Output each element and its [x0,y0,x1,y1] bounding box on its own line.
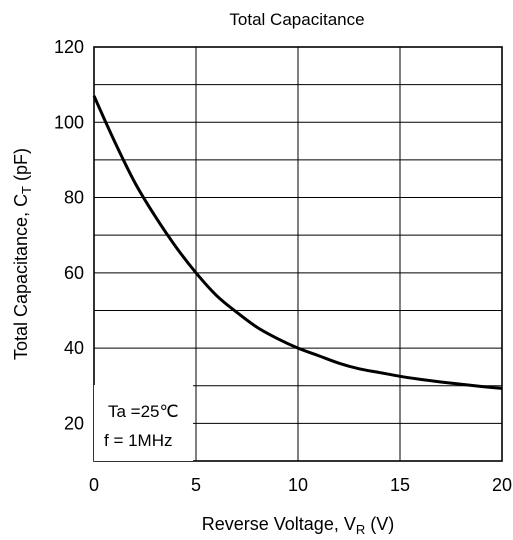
y-tick-label: 40 [64,338,84,358]
series-line [92,95,503,390]
y-tick-label: 60 [64,263,84,283]
y-tick-label: 100 [54,112,84,132]
x-tick-label: 20 [492,475,512,495]
grid-lines [94,47,502,461]
y-tick-label: 80 [64,188,84,208]
y-tick-label: 20 [64,413,84,433]
annotation-frequency: f = 1MHz [104,431,173,450]
annotation-box [94,385,193,461]
x-tick-label: 0 [89,475,99,495]
y-tick-label: 120 [54,37,84,57]
x-tick-labels: 0 5 10 15 20 [89,475,512,495]
x-tick-label: 5 [191,475,201,495]
y-tick-labels: 20 40 60 80 100 120 [54,37,84,433]
chart-title: Total Capacitance [229,10,364,29]
x-tick-label: 15 [390,475,410,495]
y-axis-label: Total Capacitance, CT (pF) [11,148,34,360]
x-tick-label: 10 [288,475,308,495]
x-axis-label: Reverse Voltage, VR (V) [202,514,394,537]
annotation-temperature: Ta =25℃ [108,402,179,421]
plot-frame [93,46,503,462]
